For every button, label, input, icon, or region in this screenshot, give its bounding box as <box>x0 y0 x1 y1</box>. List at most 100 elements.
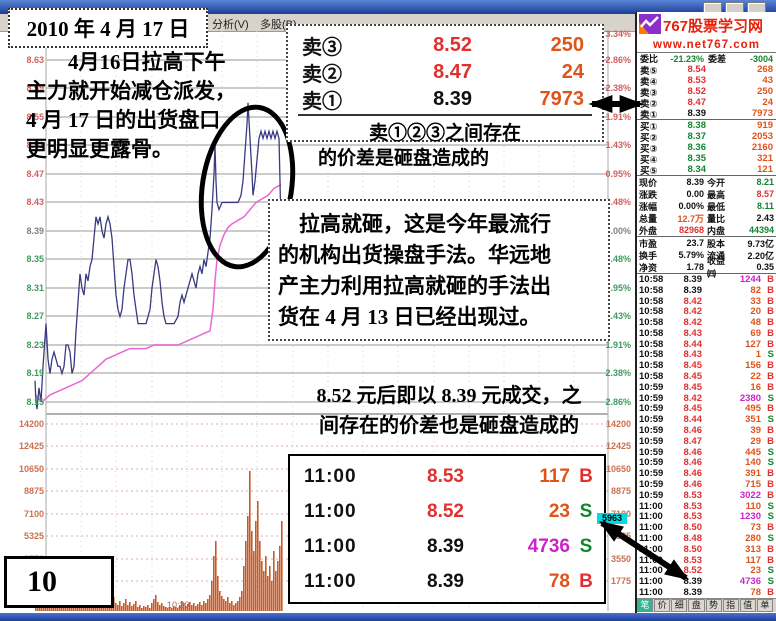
volume: 7973 <box>539 88 585 110</box>
tick-trade-list[interactable]: 10:58 8.39 1244 B 10:58 8.39 82 B 10:58 8.42 33 B 10… <box>637 274 776 598</box>
divider <box>637 273 776 274</box>
tick-row: 11:00 8.48 280 S <box>637 533 776 544</box>
panel-tab-细[interactable]: 细 <box>671 598 688 612</box>
tick-side: S <box>767 349 774 361</box>
tick-side: S <box>767 414 774 426</box>
info-value: 1.78 <box>686 262 704 272</box>
annotation-line: 4 月 17 日的出货盘口 <box>26 108 221 132</box>
window-bottom-border <box>0 613 776 621</box>
level-volume: 121 <box>757 164 773 175</box>
tick-price: 8.45 <box>683 360 703 372</box>
tick-time: 10:58 <box>639 360 664 372</box>
info-label: 量比 <box>707 213 726 224</box>
tick-time: 10:58 <box>639 317 664 329</box>
trade-volume: 23 <box>548 500 570 522</box>
sell-level-label: 卖③ <box>302 37 342 59</box>
logo-row: 767股票学习网 <box>637 12 776 38</box>
tick-volume: 391 <box>745 468 761 480</box>
menu-item[interactable]: 分析(V) <box>212 19 249 31</box>
order-book-row: 卖② 8.47 24 <box>637 97 776 110</box>
level-price: 8.52 <box>687 86 707 97</box>
trade-side: S <box>579 535 593 557</box>
tick-time: 11:00 <box>639 576 663 588</box>
price-tick: 8.27 <box>26 311 44 321</box>
info-value: 0.00 <box>686 189 704 199</box>
order-book-row: 买① 8.38 919 <box>637 120 776 133</box>
level-price: 8.54 <box>687 64 707 75</box>
tick-time: 11:00 <box>639 565 663 577</box>
panel-tab-价[interactable]: 价 <box>654 598 671 612</box>
tick-row: 10:59 8.44 351 S <box>637 414 776 425</box>
trade-time: 11:00 <box>304 500 357 522</box>
tick-time: 10:59 <box>639 392 664 404</box>
trade-side: B <box>579 570 593 592</box>
fundamental-info: 市盈 23.7 股本 9.73亿 换手 5.79% 流通 2.20亿 净资 1.78 收益㈣ 0.35 <box>637 237 776 279</box>
info-label: 涨跌 <box>639 189 658 200</box>
order-book-row: 买④ 8.35 321 <box>637 153 776 166</box>
info-label: 净资 <box>639 262 658 273</box>
weicha-value: -3004 <box>749 53 773 64</box>
panel-tab-值[interactable]: 值 <box>739 598 756 612</box>
tick-row: 10:59 8.53 3022 B <box>637 490 776 501</box>
info-value: 5.79% <box>678 250 704 260</box>
tick-price: 8.52 <box>683 565 703 577</box>
tick-price: 8.53 <box>683 511 703 523</box>
tick-volume: 4736 <box>739 576 761 588</box>
tick-row: 10:58 8.42 20 B <box>637 306 776 317</box>
site-logo-text[interactable]: 767股票学习网 <box>663 17 764 35</box>
time-axis-label: 10:30 <box>167 600 190 610</box>
panel-tab-单[interactable]: 单 <box>756 598 773 612</box>
info-row: 现价 8.39 今开 8.21 <box>637 176 776 188</box>
divider <box>637 175 776 176</box>
percent-tick: 0.95% <box>605 169 631 179</box>
tick-price: 8.48 <box>683 533 703 545</box>
tick-price: 8.47 <box>683 435 703 447</box>
trade-time: 11:00 <box>304 570 357 592</box>
trade-time: 11:00 <box>304 535 357 557</box>
level-label: 买① <box>640 121 658 133</box>
tick-side: B <box>767 479 774 491</box>
level-label: 买④ <box>640 154 658 166</box>
tick-time: 10:59 <box>639 457 664 469</box>
tick-volume: 33 <box>750 295 761 307</box>
annotation-line: 拉高就砸，这是今年最流行 <box>278 212 551 236</box>
panel-tab-势[interactable]: 势 <box>705 598 722 612</box>
tick-time: 10:58 <box>639 295 664 307</box>
level-label: 卖⑤ <box>640 65 658 77</box>
price-tick: 8.15 <box>26 397 44 407</box>
tick-side: S <box>767 446 774 458</box>
tick-volume: 1 <box>755 349 761 361</box>
info-row: 涨幅 0.00% 最低 8.11 <box>637 200 776 212</box>
tick-volume: 39 <box>750 425 761 437</box>
panel-tab-笔[interactable]: 笔 <box>637 598 654 612</box>
percent-tick: 1.91% <box>605 340 631 350</box>
tick-row: 11:00 8.53 110 S <box>637 501 776 512</box>
site-url[interactable]: www.net767.com <box>653 39 760 51</box>
level-volume: 268 <box>757 64 773 75</box>
panel-tab-指[interactable]: 指 <box>722 598 739 612</box>
tick-price: 8.42 <box>683 392 703 404</box>
level-label: 买③ <box>640 143 658 155</box>
price-tick: 8.35 <box>26 254 44 264</box>
annotation-line: 更明显更露骨。 <box>26 137 173 161</box>
tick-row: 10:58 8.45 22 B <box>637 371 776 382</box>
level-label: 买② <box>640 132 658 144</box>
volume-tick: 14200 <box>18 419 44 429</box>
tick-volume: 2380 <box>739 392 761 404</box>
tick-price: 8.53 <box>683 554 703 566</box>
tick-time: 10:58 <box>639 349 664 361</box>
info-row: 市盈 23.7 股本 9.73亿 <box>637 237 776 249</box>
tick-volume: 16 <box>750 381 761 393</box>
tick-time: 10:58 <box>639 273 664 285</box>
panel-tab-盘[interactable]: 盘 <box>688 598 705 612</box>
trade-row: 11:00 8.39 78 B <box>290 564 604 599</box>
tick-time: 10:59 <box>639 479 664 491</box>
tick-row: 10:58 8.45 156 B <box>637 360 776 371</box>
trade-row: 11:00 8.39 4736 S <box>290 529 604 564</box>
tick-volume: 20 <box>750 306 761 318</box>
sell-caption-line2: 的价差是砸盘造成的 <box>318 148 490 169</box>
tick-volume: 156 <box>745 360 761 372</box>
annotation-line: 4月16日拉高下午 <box>26 50 226 74</box>
tick-price: 8.46 <box>683 479 703 491</box>
info-label: 总量 <box>639 213 658 224</box>
